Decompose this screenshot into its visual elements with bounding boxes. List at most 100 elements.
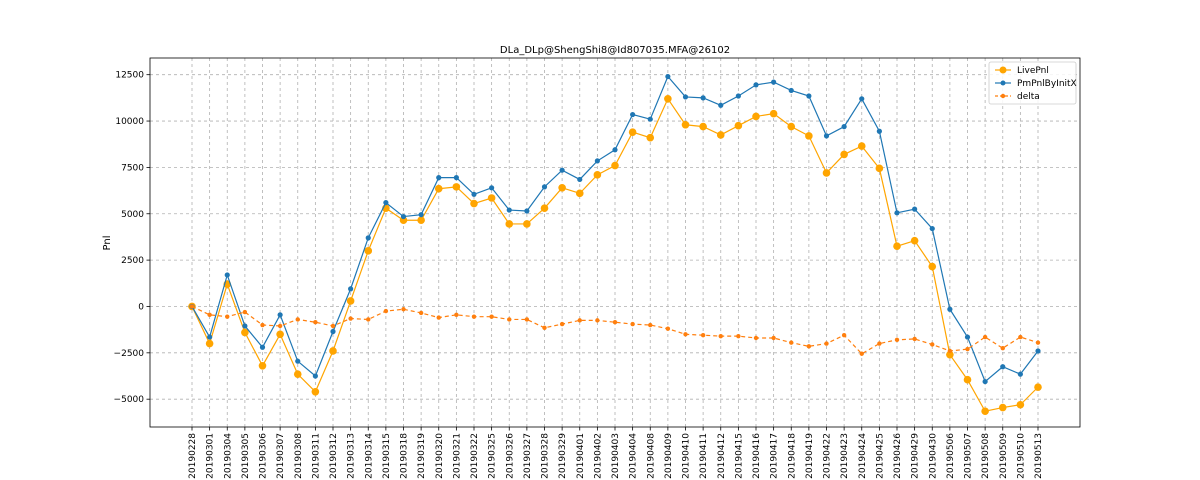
point-livepnl <box>946 350 954 359</box>
x-tick-label: 20190307 <box>276 433 286 479</box>
point-delta <box>260 322 265 328</box>
point-livepnl <box>963 375 972 384</box>
point-livepnl <box>575 189 584 198</box>
x-tick-label: 20190305 <box>241 433 251 479</box>
y-tick-label: −5000 <box>114 395 145 405</box>
point-livepnl <box>734 121 743 130</box>
point-pmpnlbyinitx <box>259 344 266 350</box>
point-livepnl <box>346 297 355 305</box>
point-delta <box>947 348 953 354</box>
point-pmpnlbyinitx <box>788 87 794 94</box>
point-pmpnlbyinitx <box>506 207 512 213</box>
legend-marker-pmpnlbyinitx <box>1000 80 1006 86</box>
x-tick-label: 20190329 <box>558 433 568 479</box>
x-tick-label: 20190426 <box>893 433 903 479</box>
x-tick-label: 20190424 <box>858 433 868 479</box>
point-delta <box>824 341 829 346</box>
point-pmpnlbyinitx <box>453 175 459 181</box>
point-pmpnlbyinitx <box>700 95 706 101</box>
point-delta <box>348 316 353 321</box>
x-tick-label: 20190322 <box>470 433 480 479</box>
legend-marker-delta <box>1000 93 1006 99</box>
point-delta <box>665 326 671 331</box>
point-pmpnlbyinitx <box>383 200 389 206</box>
point-delta <box>313 320 318 325</box>
x-tick-label: 20190306 <box>259 433 269 479</box>
point-pmpnlbyinitx <box>365 235 371 241</box>
point-pmpnlbyinitx <box>348 286 354 292</box>
x-tick-label: 20190429 <box>911 433 921 479</box>
legend-marker-livepnl <box>999 66 1007 74</box>
point-delta <box>1018 334 1023 340</box>
point-pmpnlbyinitx <box>929 225 935 232</box>
x-tick-label: 20190304 <box>223 433 233 479</box>
point-delta <box>189 304 195 309</box>
point-delta <box>559 321 565 327</box>
point-delta <box>982 334 988 340</box>
point-delta <box>489 314 494 319</box>
point-delta <box>648 322 653 328</box>
x-tick-label: 20190228 <box>188 433 198 479</box>
point-livepnl <box>1034 383 1042 391</box>
x-tick-label: 20190506 <box>946 433 956 479</box>
point-delta <box>225 314 230 319</box>
point-livepnl <box>364 247 373 255</box>
point-livepnl <box>981 407 989 416</box>
x-tick-label: 20190403 <box>611 433 621 479</box>
x-tick-label: 20190513 <box>1034 433 1044 479</box>
y-tick-label: 0 <box>138 302 144 312</box>
x-tick-label: 20190313 <box>347 433 357 479</box>
point-delta <box>507 317 512 322</box>
x-tick-label: 20190311 <box>311 433 321 479</box>
point-livepnl <box>752 112 760 121</box>
y-tick-label: 10000 <box>115 117 144 127</box>
point-delta <box>366 317 371 322</box>
point-pmpnlbyinitx <box>876 128 882 134</box>
point-pmpnlbyinitx <box>912 206 918 212</box>
point-pmpnlbyinitx <box>242 323 248 329</box>
point-delta <box>1000 345 1005 351</box>
point-livepnl <box>452 183 461 191</box>
point-livepnl <box>998 403 1007 412</box>
x-tick-label: 20190404 <box>629 433 639 479</box>
x-tick-label: 20190314 <box>364 433 374 479</box>
x-tick-label: 20190419 <box>805 433 815 479</box>
legend: LivePnl PmPnlByInitX delta <box>988 61 1077 105</box>
point-delta <box>789 340 794 345</box>
point-delta <box>718 333 723 339</box>
y-axis-label: Pnl <box>102 236 113 251</box>
point-pmpnlbyinitx <box>964 334 971 340</box>
point-livepnl <box>699 122 707 131</box>
point-delta <box>841 333 847 338</box>
x-tick-label: 20190508 <box>981 433 991 479</box>
point-livepnl <box>664 94 672 103</box>
point-delta <box>418 310 424 316</box>
point-delta <box>612 320 618 325</box>
point-livepnl <box>523 220 531 228</box>
point-pmpnlbyinitx <box>577 176 583 183</box>
point-livepnl <box>241 328 249 337</box>
point-pmpnlbyinitx <box>753 82 759 88</box>
point-livepnl <box>417 216 425 225</box>
point-delta <box>930 342 935 347</box>
x-tick-label: 20190417 <box>770 433 780 479</box>
point-pmpnlbyinitx <box>630 111 636 118</box>
point-pmpnlbyinitx <box>1000 364 1006 370</box>
point-delta <box>295 317 300 322</box>
point-pmpnlbyinitx <box>277 312 283 318</box>
point-livepnl <box>646 133 655 142</box>
y-tick-label: 5000 <box>121 210 144 220</box>
x-tick-label: 20190319 <box>417 433 427 479</box>
point-livepnl <box>875 164 884 173</box>
point-livepnl <box>470 199 478 208</box>
point-livepnl <box>611 161 619 170</box>
point-livepnl <box>205 339 214 348</box>
point-livepnl <box>628 128 637 136</box>
point-livepnl <box>822 169 831 177</box>
point-pmpnlbyinitx <box>647 116 653 122</box>
point-delta <box>207 312 212 318</box>
x-tick-label: 20190312 <box>329 433 339 479</box>
point-livepnl <box>857 142 866 150</box>
point-delta <box>771 335 776 341</box>
